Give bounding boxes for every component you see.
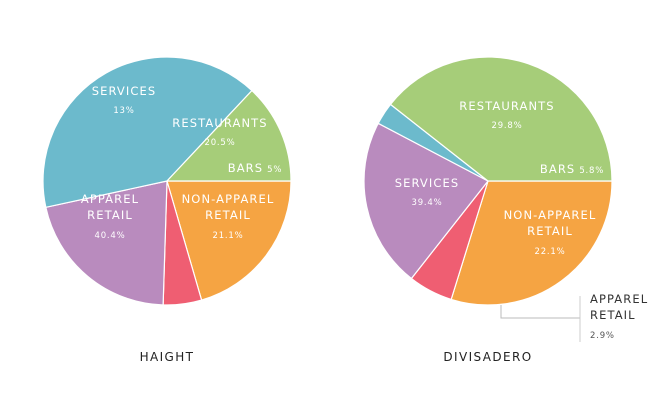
slice-label: RETAIL — [527, 224, 573, 238]
slice-percent-label: 22.1% — [534, 247, 565, 257]
leader-line — [500, 305, 580, 319]
slice-label: SERVICES — [92, 84, 157, 98]
pie-slice — [450, 180, 613, 306]
slice-label: APPAREL — [81, 192, 139, 206]
slice-label: RETAIL — [590, 308, 636, 322]
slice-percent-label: 20.5% — [204, 138, 235, 148]
pie-slice — [165, 89, 292, 182]
slice-label: SERVICES — [395, 176, 460, 190]
pie-slice — [45, 180, 168, 306]
slice-percent-label: 13% — [113, 106, 134, 116]
slice-label: RETAIL — [87, 208, 133, 222]
pie-slice — [363, 122, 489, 280]
slice-label: RESTAURANTS — [172, 116, 267, 130]
pie-slice — [42, 56, 253, 209]
chart-title: HAIGHT — [140, 350, 195, 364]
slice-percent-label: 40.4% — [94, 231, 125, 241]
slice-label: NON-APPAREL — [504, 208, 597, 222]
slice-label: RETAIL — [205, 208, 251, 222]
slice-percent-label: 2.9% — [590, 331, 615, 341]
slice-label: RESTAURANTS — [459, 99, 554, 113]
slice-label: NON-APPAREL — [182, 192, 275, 206]
pie-slice — [166, 180, 292, 301]
pie-chart-2: RESTAURANTS 29.8% BARS 5.8% NON-APPAREL RETAI… — [363, 56, 648, 364]
slice-percent-label: 21.1% — [212, 231, 243, 241]
pie-chart-1: RESTAURANTS 20.5% BARS 5% NON-APPAREL RETAIL 2… — [42, 56, 292, 364]
slice-label: APPAREL — [590, 292, 648, 306]
pie-slice — [389, 56, 613, 182]
slice-percent-label: 39.4% — [411, 198, 442, 208]
slice-label: BARS 5.8% — [540, 162, 604, 176]
slice-label: BARS 5% — [228, 161, 283, 175]
chart-title: DIVISADERO — [443, 350, 532, 364]
slice-percent-label: 29.8% — [491, 121, 522, 131]
